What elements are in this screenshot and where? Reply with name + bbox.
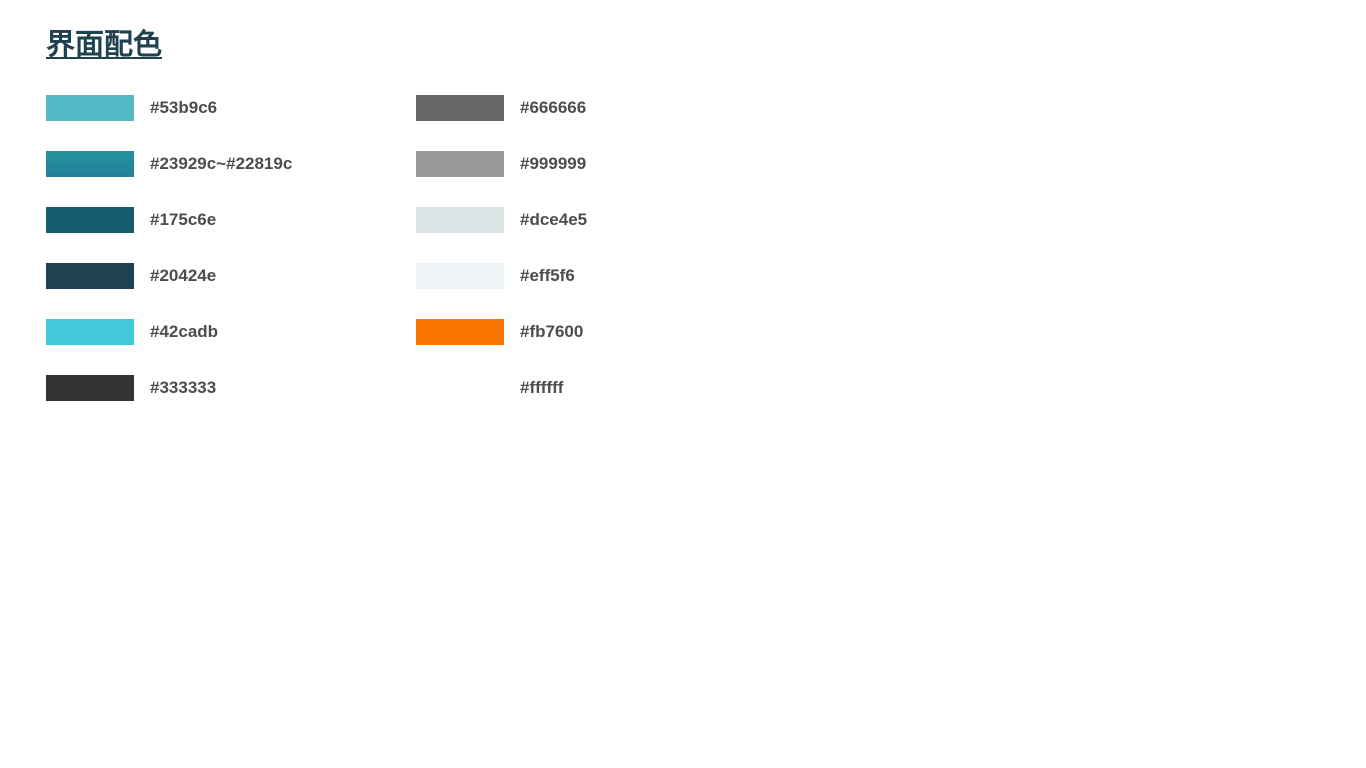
color-code-label: #175c6e: [150, 210, 217, 229]
color-code-label: #ffffff: [520, 378, 564, 397]
color-code-label: #20424e: [150, 266, 217, 285]
swatch-row: #dce4e5: [416, 207, 587, 233]
color-swatch: [46, 375, 134, 401]
color-code-label: #999999: [520, 154, 587, 173]
color-code-label: #42cadb: [150, 322, 219, 341]
swatch-row: #53b9c6: [46, 95, 292, 121]
palette-column-right: #666666 #999999 #dce4e5 #eff5f6 #fb7600 …: [416, 95, 587, 431]
swatch-row: #ffffff: [416, 375, 587, 401]
color-code-label: #eff5f6: [520, 266, 575, 285]
page-title: 界面配色: [46, 27, 163, 61]
color-code-label: #666666: [520, 98, 587, 117]
color-code-label: #23929c~#22819c: [150, 154, 293, 173]
color-swatch: [46, 151, 134, 177]
color-code-label: #53b9c6: [150, 98, 218, 117]
color-swatch: [416, 319, 504, 345]
color-swatch: [46, 95, 134, 121]
palette-column-left: #53b9c6 #23929c~#22819c #175c6e #20424e …: [46, 95, 292, 431]
swatch-row: #fb7600: [416, 319, 587, 345]
swatch-row: #999999: [416, 151, 587, 177]
color-swatch: [416, 207, 504, 233]
swatch-row: #eff5f6: [416, 263, 587, 289]
color-swatch: [416, 375, 504, 401]
color-code-label: #333333: [150, 378, 217, 397]
swatch-row: #23929c~#22819c: [46, 151, 292, 177]
swatch-row: #175c6e: [46, 207, 292, 233]
color-swatch: [46, 263, 134, 289]
color-code-label: #fb7600: [520, 322, 584, 341]
swatch-row: #333333: [46, 375, 292, 401]
swatch-row: #20424e: [46, 263, 292, 289]
color-swatch: [46, 207, 134, 233]
color-swatch: [416, 95, 504, 121]
swatch-row: #666666: [416, 95, 587, 121]
swatch-row: #42cadb: [46, 319, 292, 345]
color-swatch: [416, 151, 504, 177]
color-swatch: [46, 319, 134, 345]
color-code-label: #dce4e5: [520, 210, 588, 229]
color-swatch: [416, 263, 504, 289]
